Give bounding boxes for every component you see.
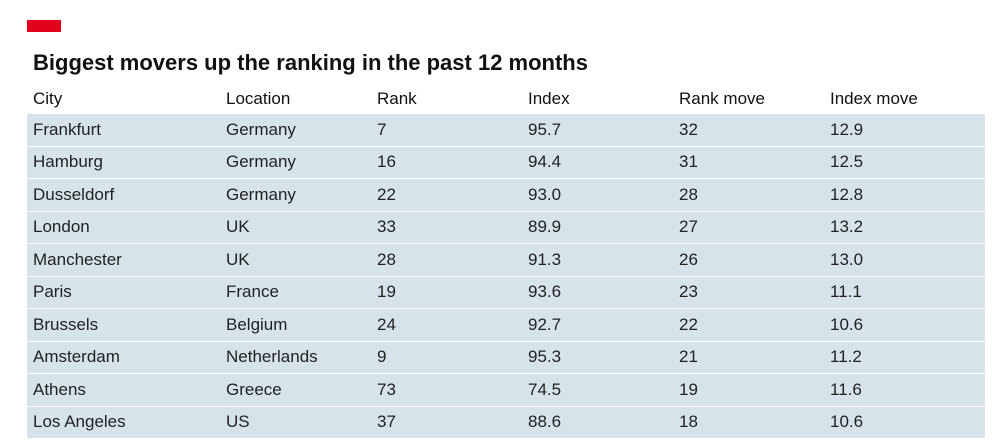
cell-index: 95.7 <box>528 119 562 139</box>
cell-index-move: 11.2 <box>830 347 862 367</box>
cell-rank: 22 <box>377 184 396 204</box>
cell-index: 93.0 <box>528 184 562 204</box>
cell-rank-move: 19 <box>679 379 698 399</box>
cell-city: Amsterdam <box>33 347 120 367</box>
cell-location: Germany <box>226 152 296 172</box>
table-row: Paris France 19 93.6 23 11.1 <box>27 276 985 309</box>
data-table: City Location Rank Index Rank move Index… <box>27 84 985 439</box>
table-body: Frankfurt Germany 7 95.7 32 12.9 Hamburg German… <box>27 114 985 439</box>
table-row: Amsterdam Netherlands 9 95.3 21 11.2 <box>27 341 985 374</box>
cell-rank-move: 28 <box>679 184 698 204</box>
cell-index-move: 12.5 <box>830 152 864 172</box>
cell-location: Germany <box>226 184 296 204</box>
table-row: Dusseldorf Germany 22 93.0 28 12.8 <box>27 179 985 212</box>
column-header-city: City <box>33 89 63 108</box>
column-header-rank: Rank <box>377 89 417 108</box>
cell-rank: 73 <box>377 379 396 399</box>
table-row: Frankfurt Germany 7 95.7 32 12.9 <box>27 114 985 147</box>
column-header-index: Index <box>528 89 570 108</box>
cell-index: 93.6 <box>528 282 562 302</box>
cell-index: 92.7 <box>528 314 562 334</box>
cell-city: Paris <box>33 282 72 302</box>
cell-rank-move: 22 <box>679 314 698 334</box>
cell-index-move: 13.2 <box>830 217 864 237</box>
cell-rank-move: 31 <box>679 152 698 172</box>
cell-location: UK <box>226 249 250 269</box>
cell-index-move: 11.1 <box>830 282 862 302</box>
cell-rank-move: 18 <box>679 412 698 432</box>
cell-city: Brussels <box>33 314 99 334</box>
cell-city: Manchester <box>33 249 122 269</box>
cell-rank: 24 <box>377 314 396 334</box>
cell-rank-move: 26 <box>679 249 698 269</box>
cell-city: Dusseldorf <box>33 184 115 204</box>
cell-rank: 28 <box>377 249 396 269</box>
cell-location: US <box>226 412 250 432</box>
cell-rank: 9 <box>377 347 387 367</box>
cell-rank: 7 <box>377 119 387 139</box>
cell-index-move: 13.0 <box>830 249 864 269</box>
cell-index: 94.4 <box>528 152 562 172</box>
cell-city: Frankfurt <box>33 119 102 139</box>
cell-location: Belgium <box>226 314 288 334</box>
cell-rank: 16 <box>377 152 396 172</box>
cell-index: 88.6 <box>528 412 562 432</box>
cell-rank-move: 27 <box>679 217 698 237</box>
cell-location: Germany <box>226 119 296 139</box>
cell-index-move: 10.6 <box>830 314 864 334</box>
cell-index: 89.9 <box>528 217 562 237</box>
cell-city: Los Angeles <box>33 412 126 432</box>
cell-index: 91.3 <box>528 249 562 269</box>
cell-index-move: 11.6 <box>830 379 862 399</box>
table-row: Los Angeles US 37 88.6 18 10.6 <box>27 406 985 439</box>
cell-index: 95.3 <box>528 347 562 367</box>
column-header-rank-move: Rank move <box>679 89 765 108</box>
table-title: Biggest movers up the ranking in the pas… <box>33 50 588 75</box>
table-row: Brussels Belgium 24 92.7 22 10.6 <box>27 309 985 342</box>
cell-city: Athens <box>33 379 86 399</box>
cell-location: Greece <box>226 379 282 399</box>
cell-city: Hamburg <box>33 152 103 172</box>
cell-rank: 33 <box>377 217 396 237</box>
table-row: Athens Greece 73 74.5 19 11.6 <box>27 374 985 407</box>
cell-location: UK <box>226 217 250 237</box>
cell-rank-move: 23 <box>679 282 698 302</box>
column-header-index-move: Index move <box>830 89 918 108</box>
cell-rank: 37 <box>377 412 396 432</box>
cell-location: Netherlands <box>226 347 318 367</box>
cell-city: London <box>33 217 90 237</box>
cell-rank: 19 <box>377 282 396 302</box>
cell-index: 74.5 <box>528 379 562 399</box>
cell-location: France <box>226 282 279 302</box>
cell-index-move: 12.9 <box>830 119 864 139</box>
table-row: Hamburg Germany 16 94.4 31 12.5 <box>27 146 985 179</box>
table-row: London UK 33 89.9 27 13.2 <box>27 211 985 244</box>
column-header-location: Location <box>226 89 291 108</box>
cell-index-move: 12.8 <box>830 184 864 204</box>
cell-rank-move: 21 <box>679 347 698 367</box>
cell-rank-move: 32 <box>679 119 698 139</box>
cell-index-move: 10.6 <box>830 412 864 432</box>
accent-bar <box>27 20 61 32</box>
table-header-row: City Location Rank Index Rank move Index… <box>27 84 985 114</box>
table-row: Manchester UK 28 91.3 26 13.0 <box>27 244 985 277</box>
